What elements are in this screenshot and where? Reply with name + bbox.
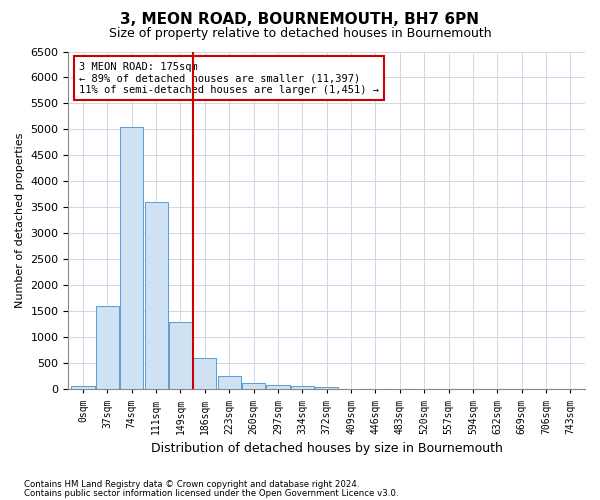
Bar bbox=[120, 127, 143, 390]
Bar bbox=[315, 386, 338, 390]
Y-axis label: Number of detached properties: Number of detached properties bbox=[15, 133, 25, 308]
Bar bbox=[96, 306, 119, 390]
Text: Size of property relative to detached houses in Bournemouth: Size of property relative to detached ho… bbox=[109, 28, 491, 40]
Bar bbox=[218, 376, 241, 390]
Bar bbox=[71, 386, 95, 390]
Text: Contains HM Land Registry data © Crown copyright and database right 2024.: Contains HM Land Registry data © Crown c… bbox=[24, 480, 359, 489]
Bar bbox=[266, 385, 290, 390]
Bar bbox=[242, 382, 265, 390]
Bar bbox=[291, 386, 314, 390]
Bar bbox=[169, 322, 192, 390]
X-axis label: Distribution of detached houses by size in Bournemouth: Distribution of detached houses by size … bbox=[151, 442, 503, 455]
Text: Contains public sector information licensed under the Open Government Licence v3: Contains public sector information licen… bbox=[24, 488, 398, 498]
Bar bbox=[193, 358, 217, 390]
Bar bbox=[145, 202, 168, 390]
Text: 3 MEON ROAD: 175sqm
← 89% of detached houses are smaller (11,397)
11% of semi-de: 3 MEON ROAD: 175sqm ← 89% of detached ho… bbox=[79, 62, 379, 95]
Bar bbox=[340, 389, 362, 390]
Text: 3, MEON ROAD, BOURNEMOUTH, BH7 6PN: 3, MEON ROAD, BOURNEMOUTH, BH7 6PN bbox=[121, 12, 479, 26]
